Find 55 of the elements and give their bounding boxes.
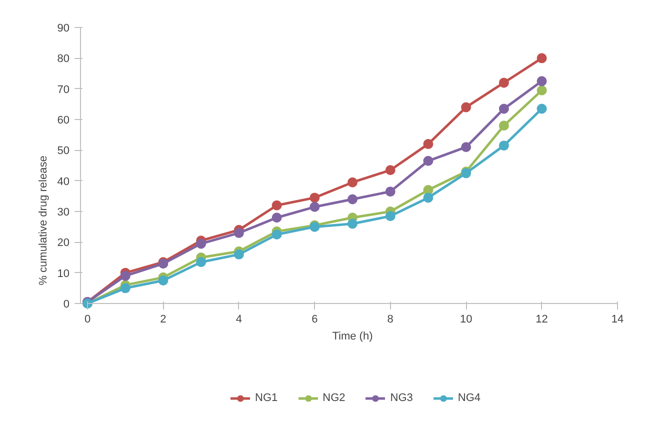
x-tick-label: 4 <box>236 314 242 326</box>
point <box>310 202 320 212</box>
x-tick-label: 0 <box>84 314 91 326</box>
point <box>348 194 358 204</box>
point <box>498 120 509 131</box>
point <box>120 283 130 294</box>
legend-label: NG3 <box>390 391 413 405</box>
x-tick-label: 14 <box>611 314 624 326</box>
y-tick-label: 70 <box>57 84 70 96</box>
point <box>272 200 282 210</box>
point <box>158 276 168 286</box>
point <box>423 192 434 203</box>
x-tick-label: 8 <box>387 314 394 326</box>
point <box>498 104 509 114</box>
point <box>498 78 509 88</box>
point <box>536 85 547 96</box>
y-tick-label: 80 <box>57 53 70 66</box>
x-tick-label: 2 <box>160 314 166 326</box>
point <box>423 139 434 150</box>
point <box>385 165 396 176</box>
point <box>385 211 396 222</box>
point <box>272 212 282 223</box>
point <box>310 192 320 203</box>
y-tick-label: 50 <box>57 145 70 158</box>
point <box>536 76 547 86</box>
point <box>385 186 396 197</box>
x-axis-title: Time (h) <box>332 330 373 342</box>
y-tick-label: 30 <box>57 206 70 218</box>
legend-label: NG1 <box>255 391 278 405</box>
y-tick-label: 0 <box>63 298 70 310</box>
y-tick-label: 40 <box>57 176 70 188</box>
point <box>234 228 244 238</box>
point <box>120 270 130 281</box>
y-tick-label: 90 <box>57 22 70 34</box>
point <box>272 230 282 240</box>
point <box>461 142 472 152</box>
point <box>498 140 509 151</box>
x-tick-label: 12 <box>536 314 548 326</box>
point <box>536 104 547 114</box>
x-tick-label: 6 <box>312 314 318 326</box>
y-tick-label: 60 <box>57 114 70 126</box>
y-tick-label: 10 <box>57 268 70 280</box>
point <box>536 53 547 64</box>
legend-label: NG4 <box>458 391 480 405</box>
y-axis-title: % cumulative drug release <box>37 156 50 286</box>
point <box>348 177 358 188</box>
point <box>234 249 244 260</box>
point <box>348 218 358 229</box>
point <box>461 102 472 112</box>
point <box>196 257 206 268</box>
x-tick-label: 10 <box>460 314 472 326</box>
legend-label: NG2 <box>322 391 346 405</box>
point <box>196 238 206 249</box>
point <box>423 156 434 166</box>
y-tick-label: 20 <box>57 237 70 250</box>
